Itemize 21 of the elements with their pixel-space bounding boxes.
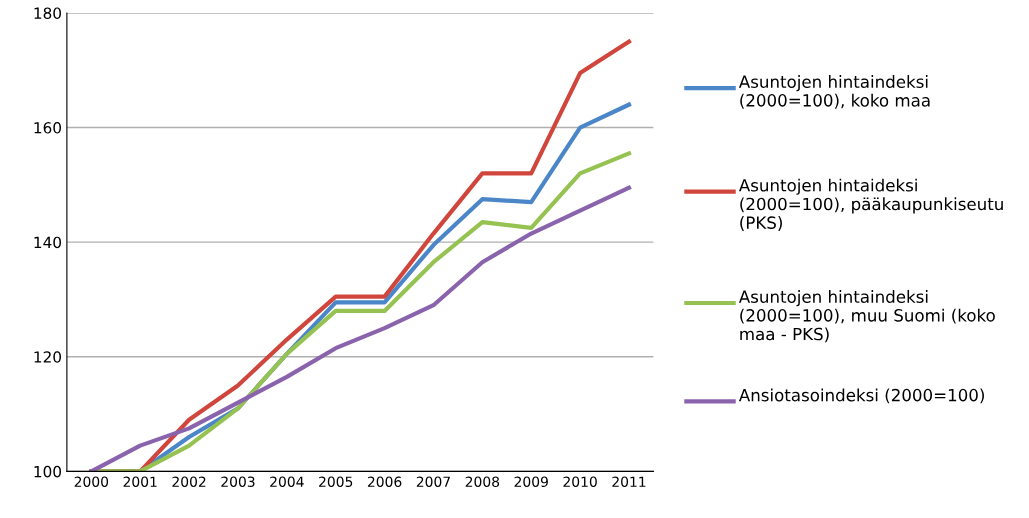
x-tick-label: 2006 (367, 476, 402, 487)
x-tick-label: 2004 (270, 476, 304, 487)
x-tick-label: 2003 (221, 476, 255, 487)
x-tick-label: 2000 (74, 476, 109, 487)
x-tick-label: 2005 (319, 476, 353, 487)
legend-label: Ansiotasoindeksi (2000=100) (738, 388, 984, 404)
x-tick-label: 2001 (123, 476, 157, 487)
x-tick-label: 2010 (563, 476, 597, 487)
x-tick-label: 2011 (612, 476, 646, 487)
y-tick-label: 140 (34, 236, 62, 249)
x-tick-label: 2008 (465, 476, 500, 487)
y-tick-label: 160 (34, 122, 62, 134)
x-tick-label: 2009 (514, 476, 548, 487)
x-tick-label: 2007 (416, 476, 450, 487)
x-tick-label: 2002 (172, 476, 206, 487)
legend-label: Asuntojen hintaindeksi (2000=100), koko maa (738, 75, 930, 109)
legend-label: Asuntojen hintaideksi (2000=100), pääkaupunkiseutu (PKS) (738, 178, 1003, 231)
y-tick-label: 100 (34, 465, 62, 478)
legend-label: Asuntojen hintaindeksi (2000=100), muu Suomi (koko maa - PKS) (738, 290, 995, 343)
y-tick-label: 180 (34, 7, 62, 19)
y-tick-label: 120 (34, 351, 62, 363)
